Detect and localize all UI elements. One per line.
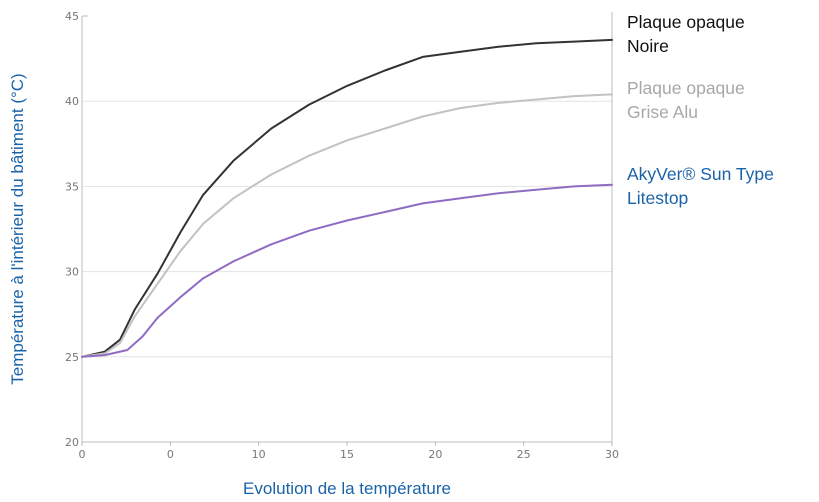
legend-entry-3: AkyVer® Sun Type Litestop: [627, 164, 774, 208]
legend: Plaque opaque Noire Plaque opaque Grise Alu…: [627, 12, 774, 208]
y-tick-label: 40: [65, 95, 79, 108]
y-tick-label: 45: [65, 10, 79, 23]
legend-label: Plaque opaque: [627, 78, 745, 98]
x-tick-label: 25: [517, 448, 531, 461]
axes: [81, 12, 613, 446]
x-tick-label: 20: [428, 448, 442, 461]
y-axis-title: Température à l'intérieur du bâtiment (°…: [8, 73, 27, 384]
y-tick-label: 30: [65, 266, 79, 279]
x-tick-label: 0: [79, 448, 86, 461]
plot-area: [82, 16, 612, 442]
x-tick-label: 15: [340, 448, 354, 461]
legend-label: Litestop: [627, 188, 688, 208]
legend-entry-1: Plaque opaque Noire: [627, 12, 745, 56]
y-tick-label: 35: [65, 180, 79, 193]
x-tick-label: 0: [167, 448, 174, 461]
series-line-2: [81, 93, 613, 358]
y-tick-label: 25: [65, 351, 79, 364]
legend-label: Plaque opaque: [627, 12, 745, 32]
x-axis-title: Evolution de la température: [243, 479, 451, 498]
series-line-3: [81, 183, 613, 358]
legend-label: AkyVer® Sun Type: [627, 164, 774, 184]
legend-label: Grise Alu: [627, 102, 698, 122]
y-tick-labels: 20 25 30 35 40 45: [65, 10, 79, 449]
x-tick-label: 10: [252, 448, 266, 461]
x-tick-labels: 0 0 10 15 20 25 30: [79, 448, 620, 461]
legend-entry-2: Plaque opaque Grise Alu: [627, 78, 745, 122]
y-tick-label: 20: [65, 436, 79, 449]
x-tick-label: 30: [605, 448, 619, 461]
legend-label: Noire: [627, 36, 669, 56]
series-line-1: [81, 38, 613, 358]
series-lines: [81, 38, 613, 358]
